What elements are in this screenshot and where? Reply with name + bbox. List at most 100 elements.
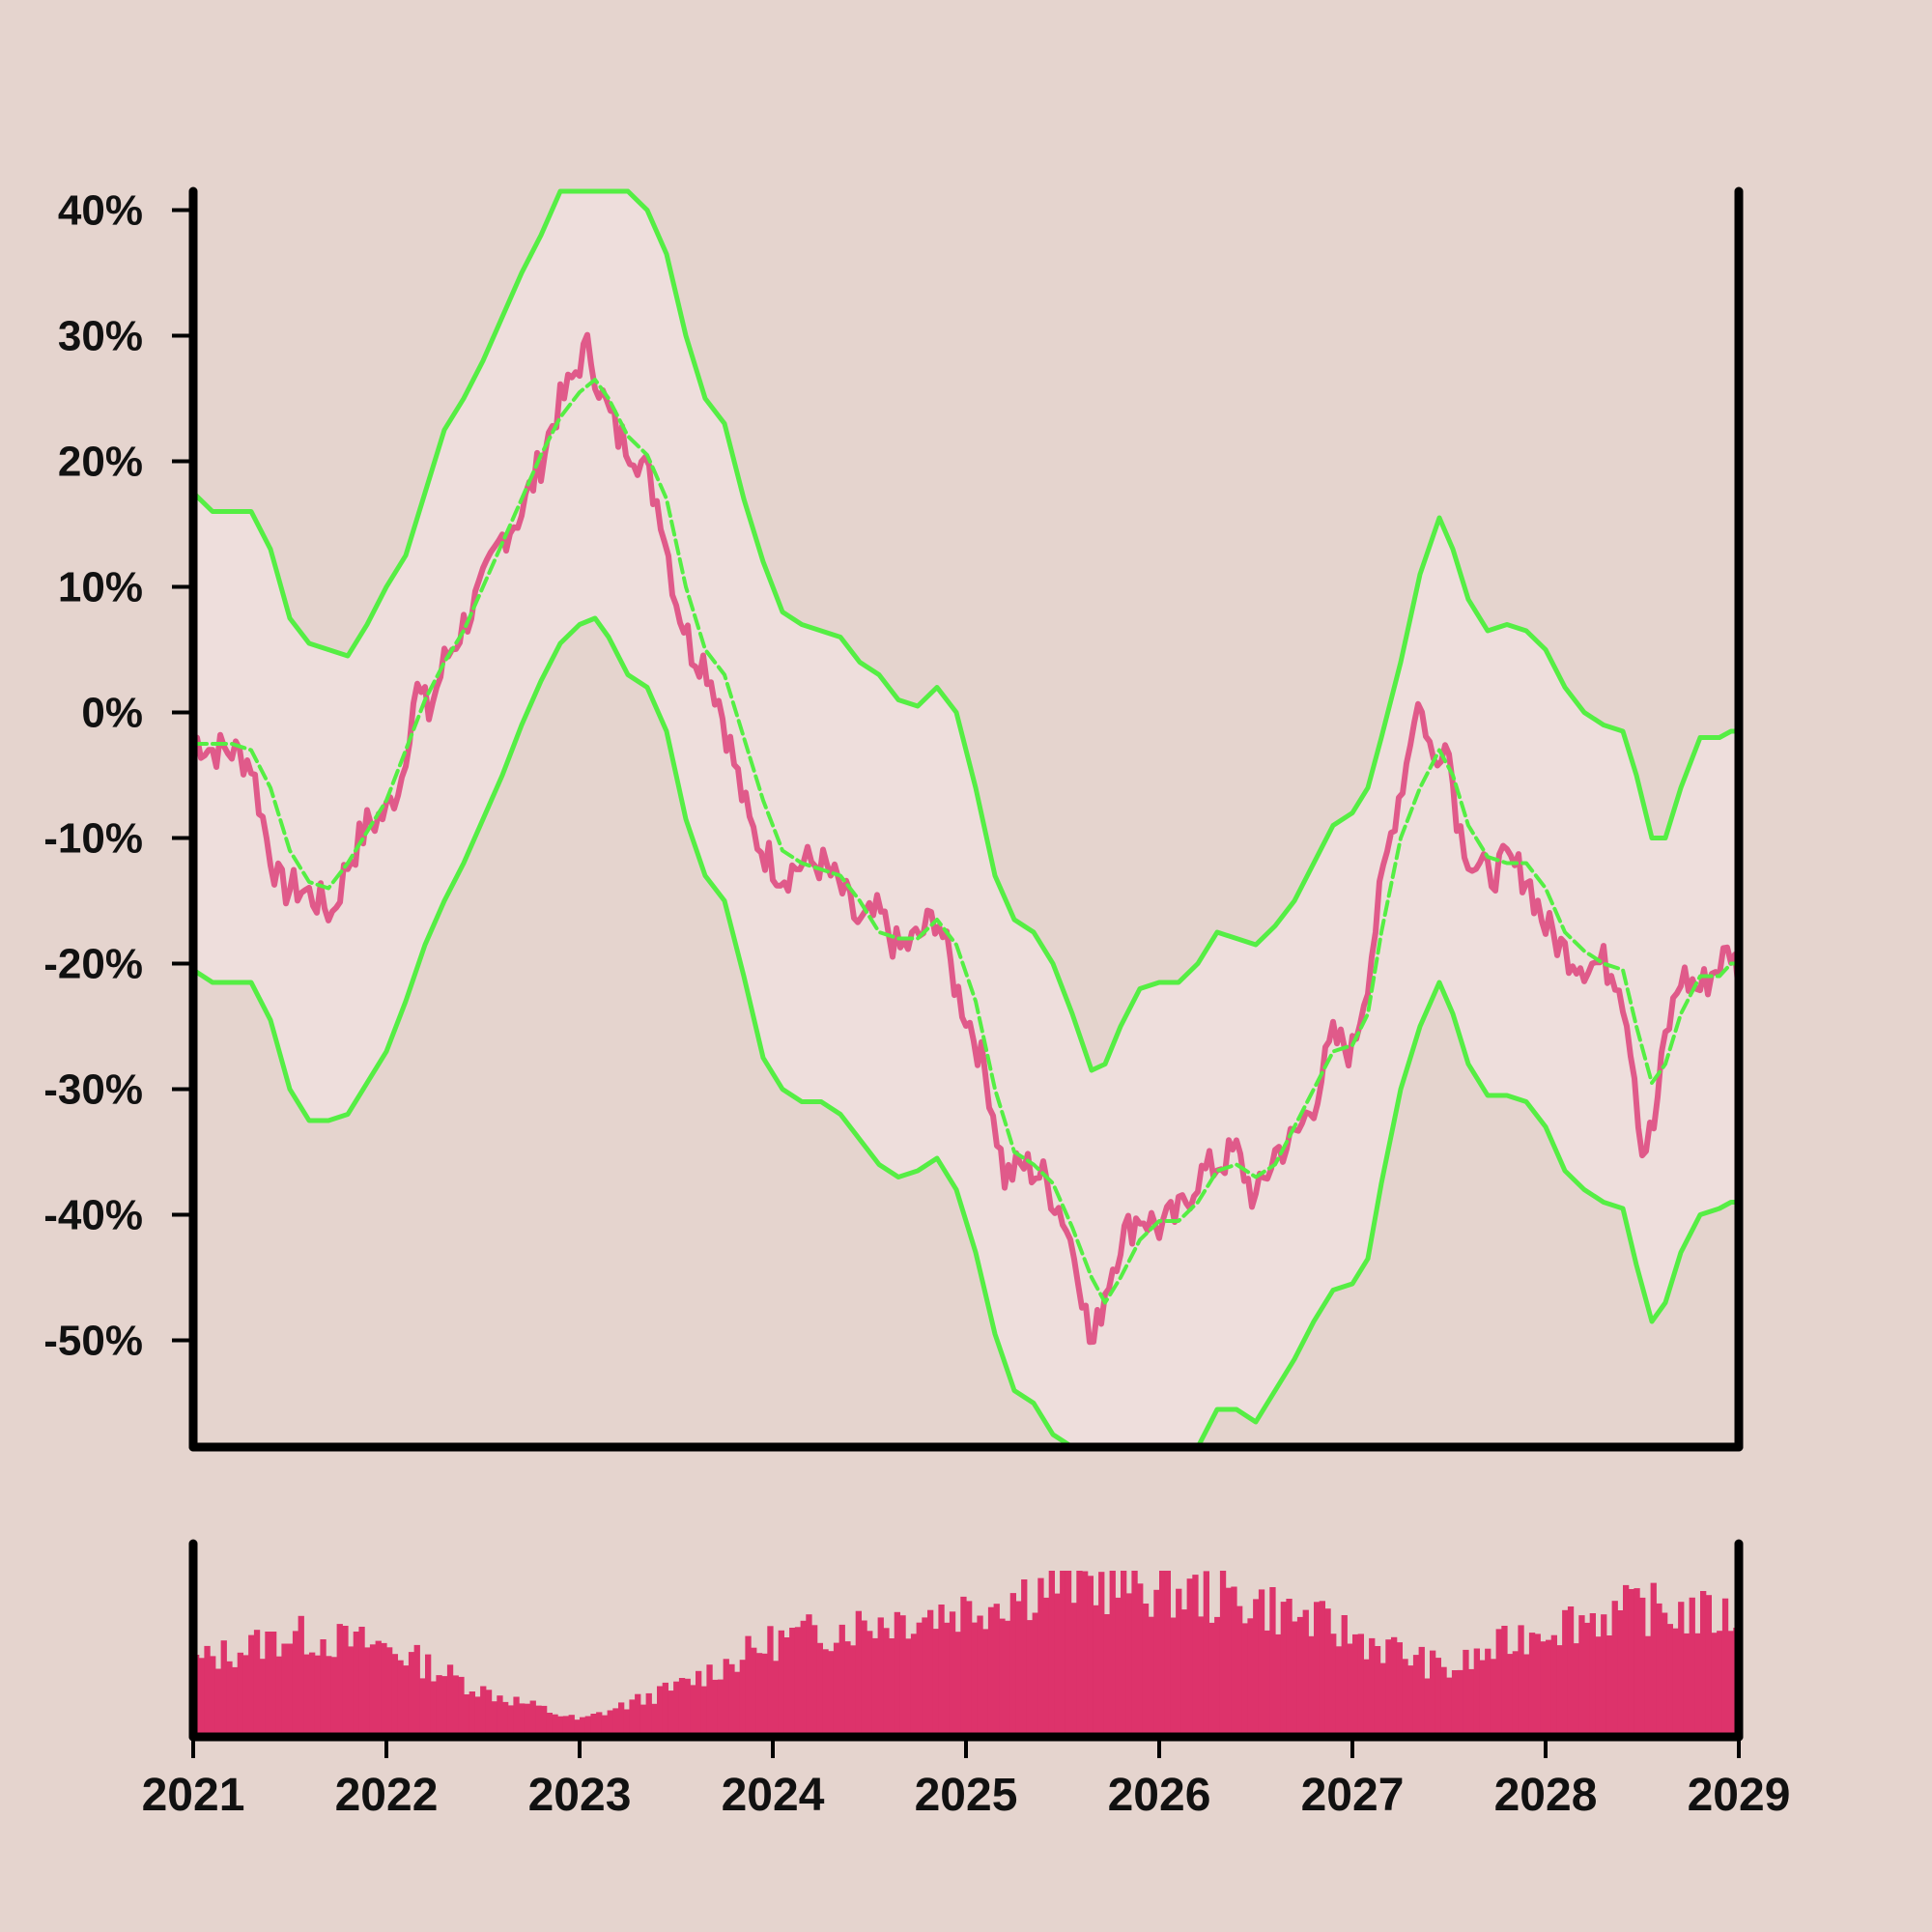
volume-bar (1550, 1634, 1557, 1737)
x-tick-label: 2023 (528, 1770, 632, 1821)
volume-bar (673, 1681, 680, 1737)
volume-bar (761, 1653, 768, 1737)
volume-bar (1528, 1633, 1536, 1737)
volume-bar (403, 1665, 410, 1737)
volume-bar (485, 1690, 493, 1737)
volume-bar (1098, 1572, 1105, 1737)
volume-bar (1109, 1571, 1116, 1737)
upper-band-line (190, 188, 1742, 1073)
volume-bar (668, 1690, 674, 1737)
volume-bar (326, 1656, 332, 1737)
volume-bar (949, 1611, 956, 1737)
volume-bar (905, 1638, 912, 1737)
volume-bar (1324, 1608, 1331, 1737)
volume-bar (938, 1605, 945, 1737)
volume-bar (1463, 1649, 1469, 1737)
volume-bar (320, 1639, 327, 1737)
volume-bar (1540, 1641, 1547, 1737)
volume-bar (922, 1617, 928, 1737)
volume-bar (789, 1628, 796, 1737)
volume-bar (1374, 1646, 1381, 1737)
volume-bar (1015, 1601, 1022, 1737)
volume-bar (1705, 1595, 1712, 1737)
volume-bar (894, 1611, 900, 1737)
x-tick-label: 2021 (142, 1770, 245, 1821)
volume-bar (381, 1642, 387, 1737)
volume-bar (1352, 1634, 1359, 1737)
volume-bar (497, 1695, 503, 1737)
volume-bar (745, 1635, 752, 1737)
volume-bar (226, 1661, 233, 1737)
volume-bar (552, 1714, 558, 1737)
volume-bar (1644, 1635, 1652, 1737)
y-tick-label: -20% (43, 941, 143, 988)
volume-bar (1402, 1659, 1408, 1737)
volume-bar (932, 1629, 939, 1737)
volume-bar (1611, 1601, 1618, 1737)
volume-bar (1424, 1678, 1431, 1737)
volume-bar (861, 1620, 867, 1737)
volume-bar (1319, 1601, 1325, 1737)
volume-bar (871, 1637, 879, 1737)
band-fill-area (193, 191, 1739, 1447)
volume-bar (348, 1646, 355, 1737)
volume-bar (1589, 1613, 1596, 1737)
volume-bar (1341, 1615, 1348, 1737)
volume-bar (1379, 1662, 1386, 1737)
volume-bar (1573, 1643, 1579, 1737)
volume-bar (999, 1618, 1006, 1737)
volume-bar (855, 1610, 862, 1737)
volume-bar (198, 1658, 205, 1737)
volume-bar (1043, 1597, 1050, 1737)
volume-bar (1296, 1616, 1304, 1737)
volume-bar (1137, 1583, 1144, 1737)
volume-bar (1180, 1609, 1188, 1737)
volume-bar (502, 1701, 509, 1737)
volume-bar (1700, 1591, 1707, 1737)
volume-bar (977, 1615, 983, 1737)
volume-bar (1264, 1630, 1270, 1737)
volume-bar (1473, 1648, 1480, 1737)
volume-bar (292, 1631, 299, 1737)
volume-bar (1208, 1622, 1215, 1737)
volume-bar (408, 1652, 415, 1737)
volume-bar (794, 1627, 802, 1737)
volume-bar (1076, 1571, 1083, 1737)
volume-bar (1556, 1645, 1563, 1737)
volume-bar (1225, 1587, 1232, 1737)
volume-bar (883, 1628, 890, 1737)
volume-bar (413, 1644, 420, 1737)
volume-bar (584, 1716, 591, 1737)
volume-bar (436, 1675, 442, 1737)
volume-bar (767, 1626, 774, 1737)
volume-bar (1689, 1597, 1695, 1737)
volume-bar (1634, 1588, 1640, 1737)
volume-bar (1170, 1617, 1177, 1737)
volume-bar (899, 1615, 906, 1737)
volume-bar (469, 1691, 475, 1737)
volume-bar (1507, 1654, 1514, 1737)
volume-bar (265, 1632, 271, 1737)
volume-bar (441, 1676, 448, 1737)
y-tick-label: -30% (43, 1066, 143, 1114)
volume-bar (618, 1702, 625, 1737)
volume-bar (1258, 1589, 1265, 1737)
volume-bar (474, 1696, 481, 1737)
volume-bar (1241, 1623, 1248, 1737)
volume-bar (822, 1649, 829, 1737)
volume-bar (1363, 1659, 1370, 1737)
volume-bar (1412, 1655, 1420, 1737)
volume-bar (309, 1652, 316, 1737)
volume-bar (480, 1686, 487, 1737)
volume-bar (971, 1622, 978, 1737)
volume-bar (1683, 1633, 1690, 1737)
volume-bar (1440, 1666, 1447, 1737)
volume-bar (557, 1716, 564, 1737)
volume-bar (607, 1710, 613, 1737)
volume-bar (1335, 1646, 1343, 1737)
volume-bar (1623, 1584, 1630, 1737)
volume-bar (330, 1657, 338, 1737)
volume-bar (1418, 1646, 1425, 1737)
volume-bar (1435, 1658, 1441, 1737)
volume-bar (298, 1615, 304, 1737)
